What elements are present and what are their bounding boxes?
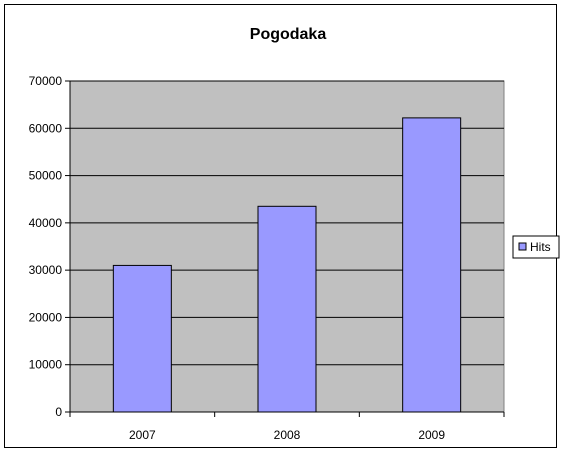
- legend-label: Hits: [530, 240, 551, 254]
- y-tick-label: 0: [55, 405, 62, 419]
- y-tick-label: 20000: [29, 310, 63, 324]
- x-tick-label: 2007: [129, 428, 156, 442]
- bar-2008: [257, 205, 317, 413]
- y-axis-ticks: 0 10000 20000 30000 40000 50000 60000 70000: [29, 74, 70, 419]
- legend: Hits: [512, 235, 560, 259]
- y-tick-label: 30000: [29, 263, 63, 277]
- axes: [69, 81, 504, 413]
- y-tick-label: 70000: [29, 74, 63, 88]
- y-tick-label: 40000: [29, 216, 63, 230]
- x-axis-ticks: 2007 2008 2009: [69, 412, 505, 442]
- x-tick-label: 2009: [418, 428, 445, 442]
- y-tick-label: 10000: [29, 358, 63, 372]
- y-tick-label: 60000: [29, 121, 63, 135]
- x-tick-label: 2008: [274, 428, 301, 442]
- bar-2007: [112, 264, 172, 413]
- y-tick-label: 50000: [29, 169, 63, 183]
- bars: [112, 117, 462, 413]
- bar-2009: [402, 117, 462, 413]
- legend-box: [512, 235, 560, 259]
- legend-swatch: [518, 242, 527, 251]
- chart-title: Pogodaka: [250, 26, 327, 43]
